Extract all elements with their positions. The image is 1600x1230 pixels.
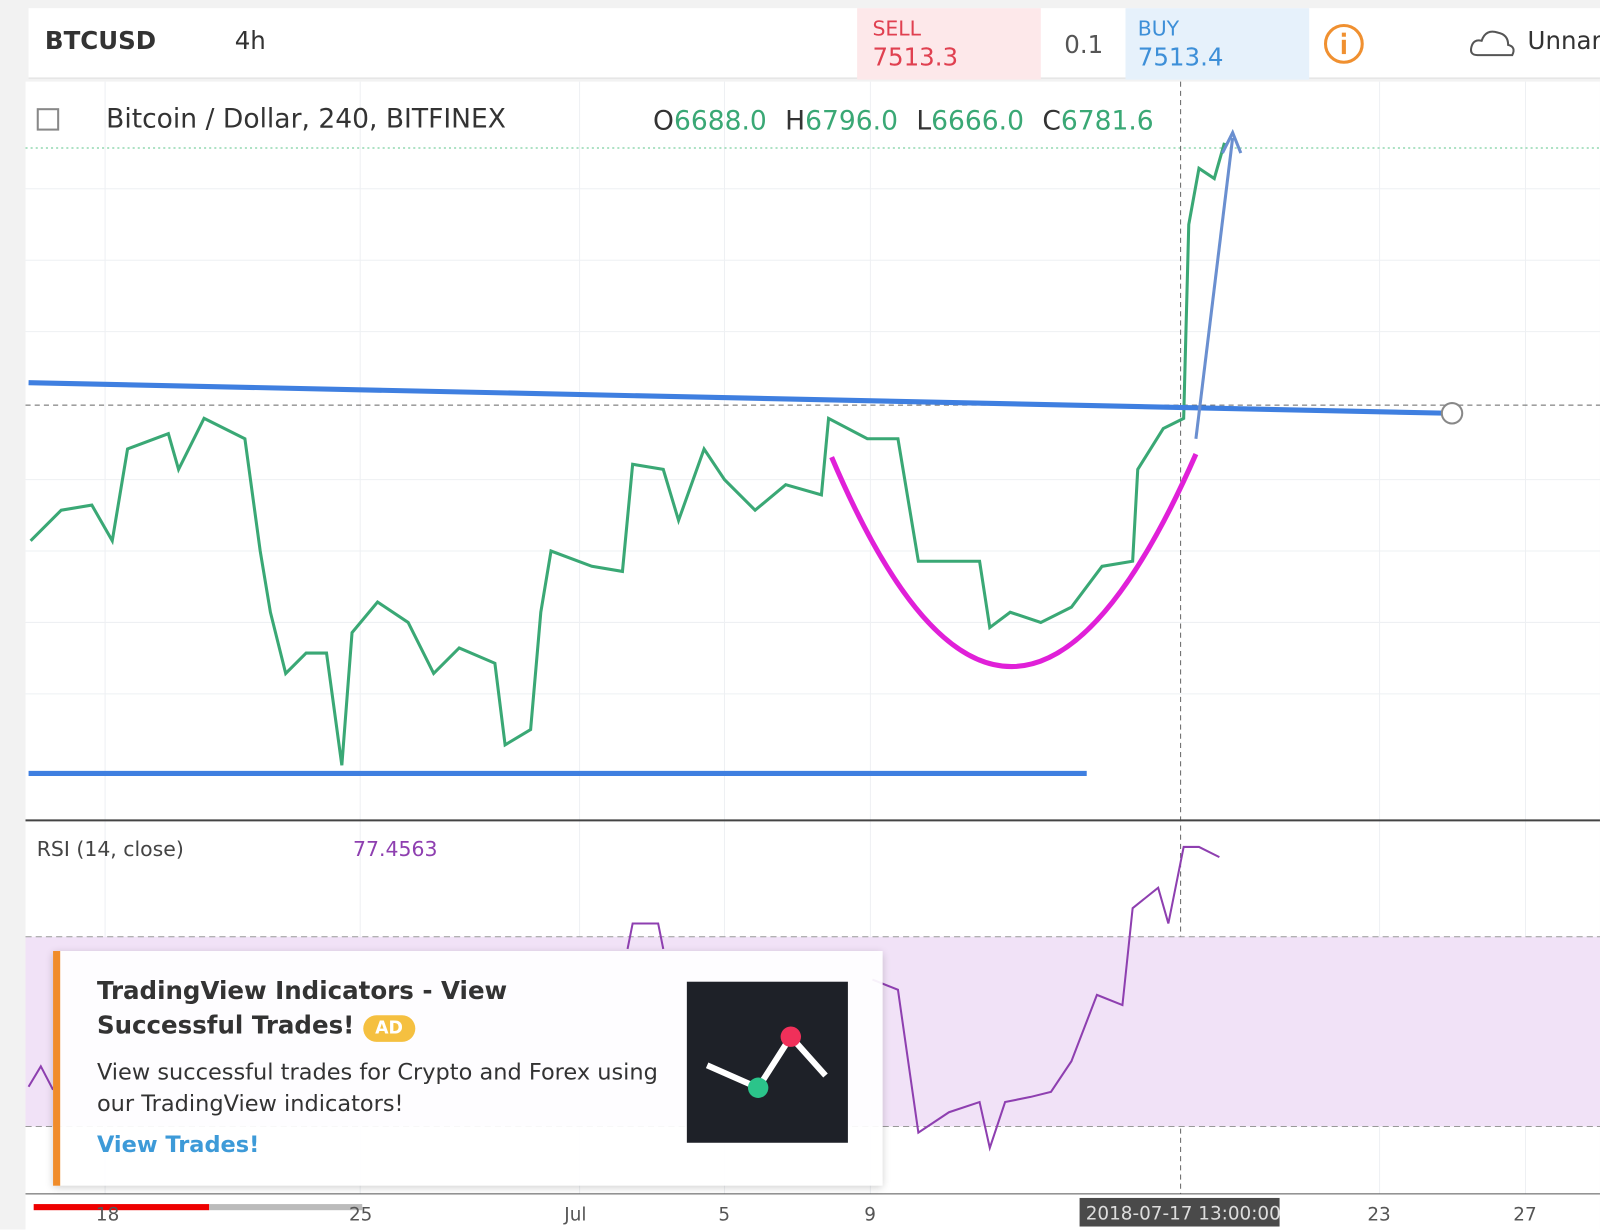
ad-badge: AD: [362, 1015, 416, 1042]
collapse-icon[interactable]: [36, 108, 60, 131]
toolbar: [28, 8, 1600, 79]
ohlc-value: 6666.0: [931, 106, 1024, 137]
ad-image: [686, 981, 848, 1143]
x-tick-label: 23: [1367, 1204, 1391, 1226]
ad-body: View successful trades for Crypto and Fo…: [96, 1060, 658, 1118]
series-title: Bitcoin / Dollar, 240, BITFINEX: [106, 104, 506, 135]
x-tick-label: Jul: [564, 1204, 587, 1226]
ohlc-label: H: [785, 106, 806, 137]
info-icon[interactable]: [1322, 22, 1365, 65]
ad-title: TradingView Indicators - View Successful…: [97, 973, 607, 1042]
ohlc-value: 6688.0: [673, 106, 767, 137]
ohlc-value: 6781.6: [1060, 106, 1154, 137]
sell-button[interactable]: [857, 8, 1041, 80]
layout-name[interactable]: Unnam: [1527, 26, 1600, 56]
symbol[interactable]: BTCUSD: [44, 26, 157, 56]
buy-label: BUY: [1137, 16, 1180, 41]
crosshair-time: 2018-07-17 13:00:00: [1085, 1203, 1281, 1225]
buy-price: 7513.4: [1137, 42, 1224, 72]
rsi-title: RSI (14, close): [36, 836, 184, 862]
rsi-value: 77.4563: [353, 836, 438, 862]
ad-popup: TradingView Indicators - View Successful…: [53, 951, 883, 1186]
sell-label: SELL: [872, 16, 922, 41]
buy-button[interactable]: [1125, 8, 1310, 80]
cloud-icon[interactable]: [1469, 27, 1516, 60]
quantity[interactable]: 0.1: [1064, 30, 1104, 60]
x-tick-label: 5: [718, 1204, 731, 1226]
x-tick-label: 18: [95, 1204, 120, 1226]
ohlc-label: O: [653, 106, 674, 137]
ad-title-text: TradingView Indicators - View Successful…: [96, 976, 508, 1040]
ohlc: O6688.0 H6796.0 L6666.0 C6781.6: [653, 106, 1154, 137]
sell-price: 7513.3: [872, 42, 959, 72]
x-tick-label: 9: [864, 1204, 876, 1226]
x-tick-label: 25: [348, 1204, 373, 1226]
interval[interactable]: 4h: [234, 26, 266, 56]
ad-link[interactable]: View Trades!: [96, 1132, 260, 1159]
ohlc-label: L: [916, 106, 932, 137]
ohlc-label: C: [1042, 106, 1061, 137]
ohlc-value: 6796.0: [805, 106, 898, 137]
x-tick-label: 27: [1513, 1204, 1537, 1226]
